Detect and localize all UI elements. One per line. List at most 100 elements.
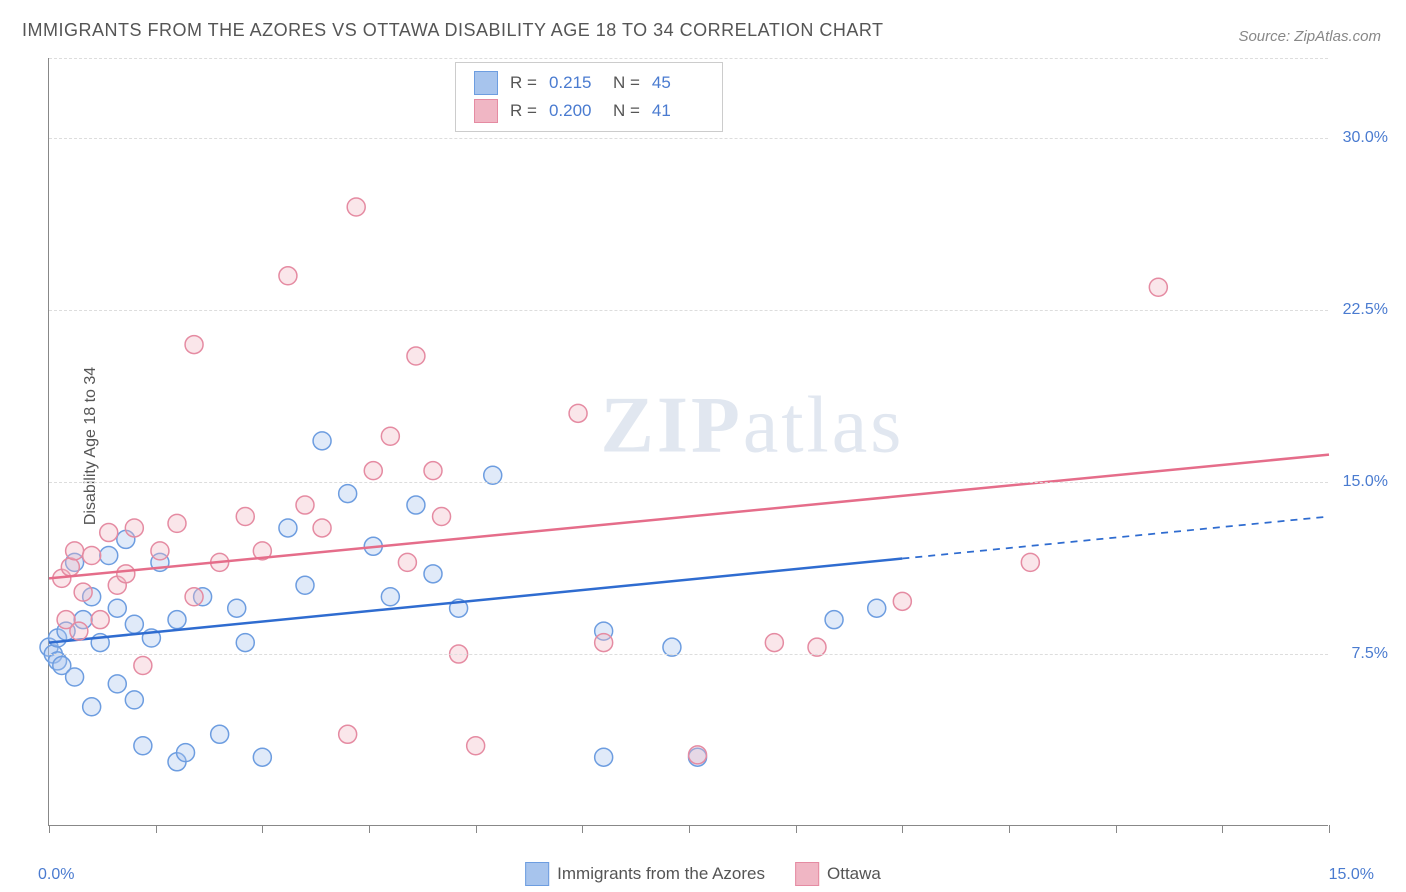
scatter-point-ottawa — [185, 336, 203, 354]
grid-line — [49, 58, 1328, 59]
scatter-point-azores — [108, 599, 126, 617]
x-tick — [262, 825, 263, 833]
swatch-azores — [474, 71, 498, 95]
scatter-point-azores — [108, 675, 126, 693]
r-label: R = — [510, 101, 537, 121]
x-tick — [156, 825, 157, 833]
x-tick — [369, 825, 370, 833]
series-legend: Immigrants from the Azores Ottawa — [525, 862, 881, 886]
scatter-point-ottawa — [689, 746, 707, 764]
swatch-azores-icon — [525, 862, 549, 886]
scatter-point-ottawa — [398, 553, 416, 571]
scatter-point-azores — [407, 496, 425, 514]
scatter-point-ottawa — [134, 657, 152, 675]
scatter-point-azores — [228, 599, 246, 617]
scatter-point-ottawa — [125, 519, 143, 537]
x-axis-max-label: 15.0% — [1329, 866, 1374, 884]
trendline-dashed-azores — [902, 517, 1329, 559]
y-tick-label: 15.0% — [1343, 473, 1388, 491]
x-tick — [1116, 825, 1117, 833]
scatter-point-ottawa — [185, 588, 203, 606]
scatter-point-ottawa — [74, 583, 92, 601]
scatter-point-ottawa — [381, 427, 399, 445]
scatter-point-azores — [313, 432, 331, 450]
scatter-point-azores — [424, 565, 442, 583]
scatter-point-azores — [595, 748, 613, 766]
scatter-point-ottawa — [70, 622, 88, 640]
x-tick — [1009, 825, 1010, 833]
scatter-point-ottawa — [66, 542, 84, 560]
scatter-point-ottawa — [168, 514, 186, 532]
y-tick-label: 7.5% — [1352, 645, 1388, 663]
plot-area: ZIPatlas — [48, 58, 1328, 826]
scatter-point-ottawa — [364, 462, 382, 480]
x-tick — [796, 825, 797, 833]
grid-line — [49, 482, 1328, 483]
scatter-point-azores — [100, 546, 118, 564]
scatter-point-ottawa — [1021, 553, 1039, 571]
chart-title: IMMIGRANTS FROM THE AZORES VS OTTAWA DIS… — [22, 20, 884, 41]
y-tick-label: 30.0% — [1343, 129, 1388, 147]
scatter-point-azores — [253, 748, 271, 766]
scatter-point-ottawa — [569, 404, 587, 422]
x-tick — [582, 825, 583, 833]
scatter-point-ottawa — [117, 565, 135, 583]
n-label: N = — [613, 101, 640, 121]
x-tick — [476, 825, 477, 833]
scatter-point-azores — [825, 611, 843, 629]
x-tick — [1329, 825, 1330, 833]
scatter-point-ottawa — [61, 558, 79, 576]
scatter-point-azores — [296, 576, 314, 594]
scatter-point-ottawa — [893, 592, 911, 610]
scatter-point-ottawa — [407, 347, 425, 365]
x-tick — [49, 825, 50, 833]
r-value-azores: 0.215 — [549, 73, 601, 93]
source-label: Source: ZipAtlas.com — [1238, 28, 1381, 45]
legend-item-azores: Immigrants from the Azores — [525, 862, 765, 886]
legend-label-azores: Immigrants from the Azores — [557, 864, 765, 884]
scatter-point-ottawa — [100, 524, 118, 542]
correlation-chart: IMMIGRANTS FROM THE AZORES VS OTTAWA DIS… — [0, 0, 1406, 892]
scatter-point-ottawa — [313, 519, 331, 537]
y-tick-label: 22.5% — [1343, 301, 1388, 319]
legend-label-ottawa: Ottawa — [827, 864, 881, 884]
scatter-point-azores — [236, 634, 254, 652]
n-value-azores: 45 — [652, 73, 704, 93]
x-tick — [1222, 825, 1223, 833]
plot-svg — [49, 58, 1328, 825]
scatter-point-azores — [66, 668, 84, 686]
swatch-ottawa — [474, 99, 498, 123]
scatter-point-azores — [381, 588, 399, 606]
x-tick — [902, 825, 903, 833]
legend-item-ottawa: Ottawa — [795, 862, 881, 886]
rn-row-ottawa: R = 0.200 N = 41 — [474, 97, 704, 125]
scatter-point-ottawa — [467, 737, 485, 755]
rn-row-azores: R = 0.215 N = 45 — [474, 69, 704, 97]
scatter-point-azores — [125, 615, 143, 633]
scatter-point-ottawa — [339, 725, 357, 743]
scatter-point-azores — [279, 519, 297, 537]
n-value-ottawa: 41 — [652, 101, 704, 121]
scatter-point-azores — [211, 725, 229, 743]
scatter-point-ottawa — [424, 462, 442, 480]
x-axis-min-label: 0.0% — [38, 866, 74, 884]
r-label: R = — [510, 73, 537, 93]
r-value-ottawa: 0.200 — [549, 101, 601, 121]
x-tick — [689, 825, 690, 833]
trendline-azores — [49, 559, 902, 643]
rn-stats-legend: R = 0.215 N = 45 R = 0.200 N = 41 — [455, 62, 723, 132]
scatter-point-ottawa — [1149, 278, 1167, 296]
swatch-ottawa-icon — [795, 862, 819, 886]
scatter-point-ottawa — [279, 267, 297, 285]
scatter-point-ottawa — [91, 611, 109, 629]
scatter-point-azores — [168, 611, 186, 629]
grid-line — [49, 654, 1328, 655]
n-label: N = — [613, 73, 640, 93]
grid-line — [49, 138, 1328, 139]
scatter-point-ottawa — [347, 198, 365, 216]
scatter-point-azores — [339, 485, 357, 503]
grid-line — [49, 310, 1328, 311]
scatter-point-ottawa — [433, 508, 451, 526]
scatter-point-azores — [134, 737, 152, 755]
scatter-point-azores — [868, 599, 886, 617]
